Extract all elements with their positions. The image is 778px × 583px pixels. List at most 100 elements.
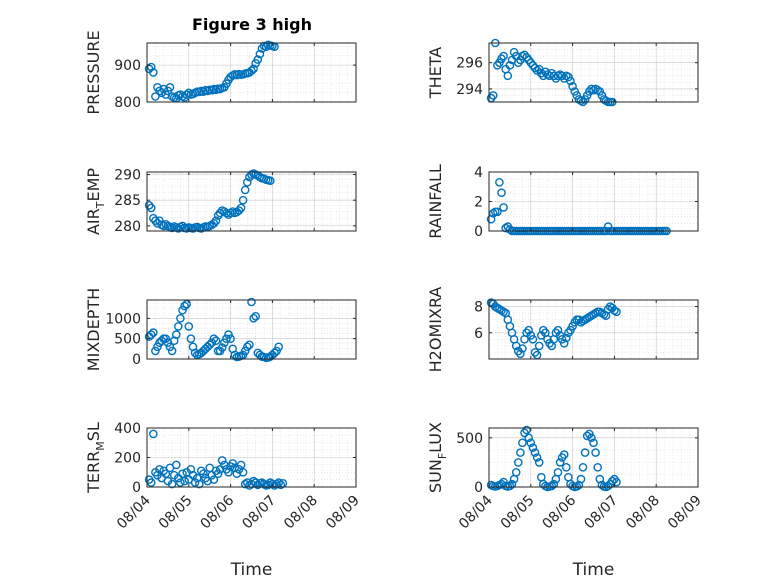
data-point (176, 478, 185, 487)
y-tick-label: 0 (474, 480, 483, 496)
data-point (155, 86, 164, 96)
data-point (146, 203, 156, 213)
data-point (249, 64, 258, 74)
data-point (234, 206, 244, 215)
data-point (155, 216, 164, 225)
y-tick-label: 400 (114, 421, 141, 437)
data-point (251, 311, 260, 321)
data-point (589, 438, 598, 448)
x-axis-label: Time (230, 560, 273, 580)
data-point (599, 310, 609, 319)
data-point (199, 469, 208, 479)
data-point (167, 479, 177, 489)
y-tick-label: 500 (456, 431, 483, 447)
data-point (171, 330, 181, 339)
data-point (178, 469, 187, 479)
data-point (184, 88, 194, 98)
data-point (532, 453, 542, 462)
data-point (232, 469, 242, 479)
data-point (274, 478, 284, 487)
data-point (167, 346, 177, 356)
data-point (144, 200, 154, 210)
x-tick-label: 08/09 (665, 493, 705, 533)
data-point (182, 90, 191, 99)
y-tick-label: 900 (114, 58, 141, 74)
data-point (528, 443, 538, 453)
axes-box (488, 299, 699, 360)
data-point (488, 208, 498, 218)
data-point (236, 203, 246, 213)
data-point (578, 462, 588, 472)
data-point (209, 334, 219, 344)
data-point (247, 297, 256, 307)
subplot-theta: 294 296 THETA (426, 38, 699, 107)
y-tick-label: 0 (474, 224, 483, 240)
axes-box (146, 299, 357, 360)
data-point (217, 456, 227, 465)
data-point (251, 478, 260, 487)
data-point (215, 208, 225, 218)
y-axis-label: PRESSURE (84, 30, 103, 114)
x-tick-label: 08/05 (498, 493, 538, 533)
data-point (257, 44, 267, 53)
y-tick-label: 2 (474, 195, 483, 211)
data-point (497, 54, 506, 64)
data-point (562, 333, 571, 343)
data-point (146, 62, 156, 72)
data-point (518, 344, 527, 353)
y-tick-label: 280 (114, 219, 141, 235)
data-point (524, 325, 534, 335)
data-point (534, 458, 544, 467)
data-point (274, 342, 284, 352)
data-point (180, 476, 189, 486)
data-point (184, 322, 194, 331)
subplot-terr-msl: 0 200 400 TERRMSL 08/04 08/05 08/06 08/07 08/08 0… (84, 421, 363, 580)
data-point (186, 334, 196, 344)
data-point (255, 49, 265, 59)
x-tick-label: 08/08 (281, 493, 321, 533)
y-tick-label: 290 (114, 168, 141, 184)
data-point (580, 448, 590, 457)
data-point (549, 71, 559, 81)
data-point (176, 313, 185, 323)
data-point (253, 480, 263, 490)
x-tick-label: 08/06 (540, 492, 580, 532)
data-point (249, 313, 258, 323)
data-point (240, 479, 250, 489)
data-point (495, 177, 504, 187)
data-point (153, 342, 162, 352)
y-axis-label: THETA (426, 47, 445, 99)
data-point (247, 66, 256, 75)
data-point (587, 433, 596, 443)
data-point (226, 208, 235, 218)
data-point (242, 342, 252, 352)
data-point (505, 61, 515, 70)
data-point (499, 203, 508, 212)
y-tick-label: 0 (132, 352, 141, 368)
data-point (603, 304, 613, 314)
data-point (272, 479, 281, 489)
data-point (553, 325, 563, 335)
data-point (497, 188, 506, 197)
y-axis-label: AIRTEMP (84, 168, 107, 235)
data-point (518, 438, 527, 448)
data-point (146, 478, 156, 487)
data-point (608, 476, 617, 486)
x-tick-label: 08/05 (156, 493, 196, 533)
data-point (209, 218, 219, 228)
data-point (180, 301, 189, 311)
data-point (553, 467, 563, 477)
y-axis-label: MIXDEPTH (84, 288, 103, 371)
data-point (265, 176, 275, 185)
data-point (582, 431, 592, 441)
y-axis-label: RAINFALL (426, 164, 445, 239)
y-tick-label: 1000 (105, 311, 141, 327)
data-point (488, 91, 498, 100)
axes-box (488, 427, 699, 488)
data-point (520, 50, 529, 60)
data-point (526, 438, 536, 448)
data-point (534, 341, 544, 351)
y-tick-label: 800 (114, 95, 141, 111)
subplot-air-temp: 280 285 290 AIRTEMP (84, 168, 357, 235)
data-point (213, 469, 223, 479)
